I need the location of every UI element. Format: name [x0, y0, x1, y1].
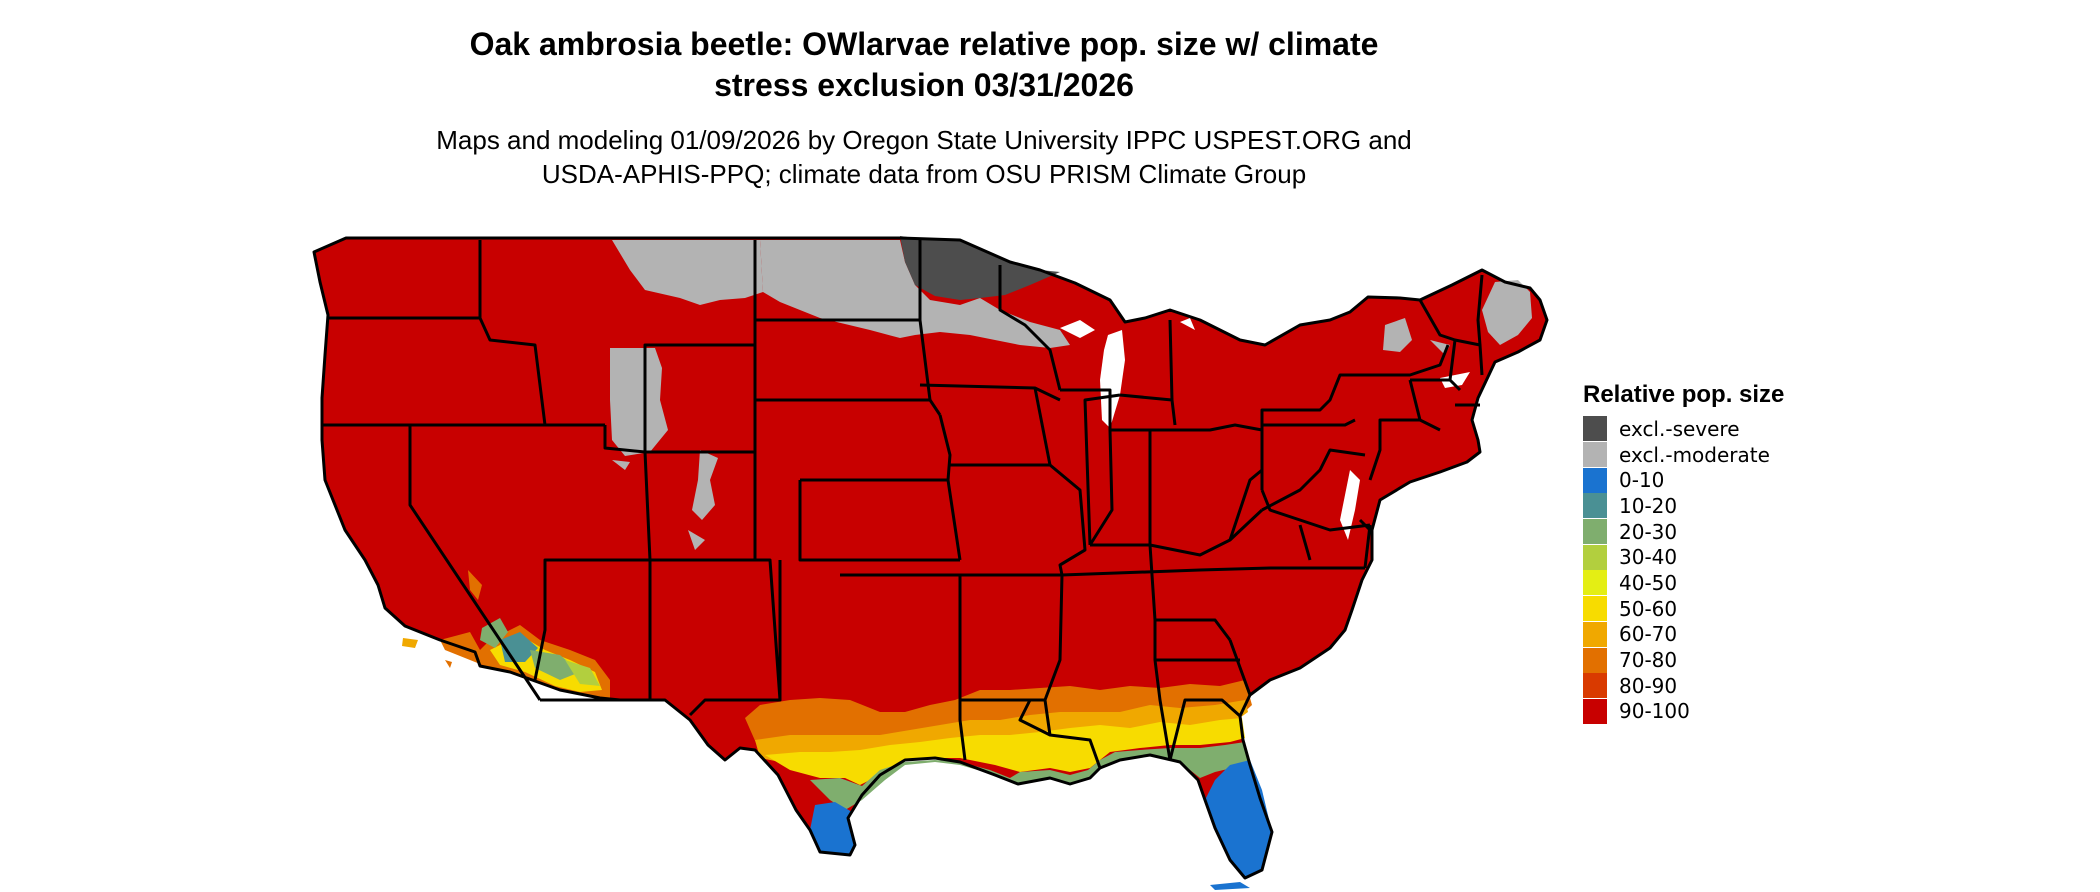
legend-label: 0-10: [1619, 468, 1665, 493]
legend-swatch: [1583, 493, 1607, 519]
legend-swatch: [1583, 442, 1607, 468]
us-land: [314, 238, 1547, 878]
legend-item: 40-50: [1583, 570, 1784, 596]
excl-severe-zone: [900, 236, 1060, 300]
legend-label: 80-90: [1619, 673, 1678, 698]
subtitle-line-1: Maps and modeling 01/09/2026 by Oregon S…: [436, 125, 1412, 155]
excl-moderate-zones: [610, 240, 1532, 550]
legend-items: excl.-severe excl.-moderate 0-10 10-20 20-30…: [1583, 416, 1784, 724]
legend-item: 60-70: [1583, 621, 1784, 648]
legend-swatch: [1583, 416, 1607, 442]
legend-swatch: [1583, 570, 1607, 596]
legend-label: excl.-severe: [1619, 416, 1740, 441]
legend-swatch: [1583, 698, 1607, 724]
legend-item: 80-90: [1583, 673, 1784, 699]
map-title: Oak ambrosia beetle: OWlarvae relative p…: [0, 24, 1848, 106]
legend-item: 90-100: [1583, 698, 1784, 725]
subtitle-line-2: USDA-APHIS-PPQ; climate data from OSU PR…: [541, 159, 1307, 189]
legend-label: 70-80: [1619, 648, 1678, 673]
legend-swatch: [1583, 544, 1607, 570]
legend-item: 50-60: [1583, 596, 1784, 622]
southern-gradient: [402, 570, 1272, 890]
legend-label: 90-100: [1619, 699, 1690, 724]
map-subtitle: Maps and modeling 01/09/2026 by Oregon S…: [0, 123, 1848, 191]
legend-label: 60-70: [1619, 622, 1678, 647]
legend-title: Relative pop. size: [1583, 381, 1785, 408]
legend-label: 30-40: [1619, 545, 1678, 570]
title-line-2: stress exclusion 03/31/2026: [714, 67, 1134, 103]
legend-item: 70-80: [1583, 647, 1784, 673]
legend-label: 40-50: [1619, 570, 1678, 595]
legend-label: 10-20: [1619, 493, 1678, 518]
legend-swatch: [1583, 647, 1607, 673]
legend-item: 20-30: [1583, 519, 1784, 545]
water-bodies: [1060, 318, 1470, 600]
legend-item: excl.-moderate: [1583, 442, 1784, 468]
legend-label: 20-30: [1619, 519, 1678, 544]
legend-swatch: [1583, 596, 1607, 622]
legend: Relative pop. size excl.-severe excl.-mod…: [1583, 380, 1784, 724]
legend-item: 10-20: [1583, 493, 1784, 519]
legend-item: excl.-severe: [1583, 416, 1784, 442]
state-borders: [312, 236, 1549, 880]
legend-swatch: [1583, 519, 1607, 545]
legend-label: 50-60: [1619, 596, 1678, 621]
legend-label: excl.-moderate: [1619, 442, 1770, 467]
legend-item: 0-10: [1583, 467, 1784, 493]
title-line-1: Oak ambrosia beetle: OWlarvae relative p…: [469, 26, 1379, 62]
legend-swatch: [1583, 621, 1607, 647]
legend-swatch: [1583, 673, 1607, 699]
legend-item: 30-40: [1583, 544, 1784, 570]
legend-swatch: [1583, 467, 1607, 493]
